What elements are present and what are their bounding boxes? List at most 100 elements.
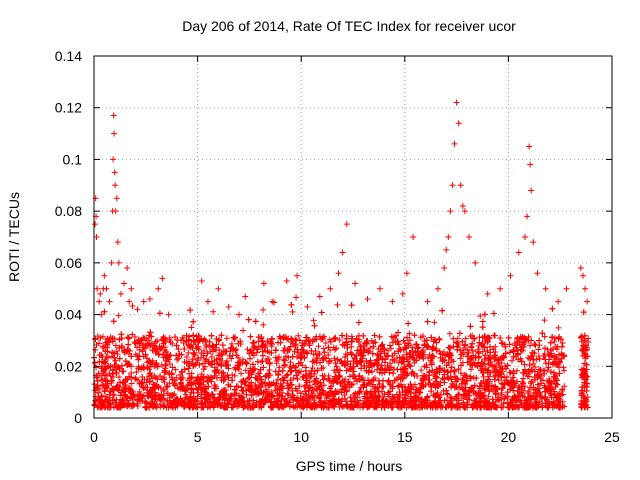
data-point [379, 383, 386, 390]
data-point [386, 342, 393, 349]
data-point [408, 395, 415, 402]
data-point [352, 375, 359, 382]
data-point [178, 379, 185, 386]
data-point [530, 356, 537, 363]
data-point [370, 343, 377, 350]
data-point [379, 345, 386, 352]
data-point [191, 337, 198, 344]
data-point [476, 339, 483, 346]
data-point [317, 398, 324, 405]
data-point [117, 379, 124, 386]
data-point [403, 351, 410, 358]
data-point [291, 394, 298, 401]
data-point [269, 335, 276, 342]
data-point [388, 404, 395, 411]
data-point [419, 383, 426, 390]
data-point [385, 377, 392, 384]
data-point [459, 338, 466, 345]
data-point [279, 334, 286, 341]
data-point [284, 390, 291, 397]
data-point [189, 403, 196, 410]
data-point [174, 356, 181, 363]
data-point [219, 342, 226, 349]
data-point [203, 343, 210, 350]
data-point [190, 350, 197, 357]
data-point [466, 387, 473, 394]
data-point [97, 400, 104, 407]
data-point [580, 344, 587, 351]
data-point [534, 381, 541, 388]
data-point [498, 391, 505, 398]
data-point [92, 336, 99, 343]
data-point [209, 391, 216, 398]
data-point [123, 394, 130, 401]
data-point [201, 336, 208, 343]
data-point [147, 390, 154, 397]
data-point [267, 398, 274, 405]
data-point [421, 342, 428, 349]
data-point [551, 338, 558, 345]
data-point [292, 364, 299, 371]
data-point [420, 375, 427, 382]
data-point [475, 354, 482, 361]
data-point [467, 356, 474, 363]
data-point [339, 379, 346, 386]
data-point [246, 398, 253, 405]
data-point [200, 366, 207, 373]
data-point [168, 370, 175, 377]
data-point [536, 355, 543, 362]
data-point [498, 385, 505, 392]
data-point [186, 360, 193, 367]
data-point [98, 392, 105, 399]
data-point [277, 339, 284, 346]
data-point [510, 370, 517, 377]
data-point [415, 344, 422, 351]
data-point [340, 403, 347, 410]
data-point [104, 396, 111, 403]
data-point [200, 378, 207, 385]
data-point [221, 376, 228, 383]
data-point [274, 376, 281, 383]
data-point [470, 335, 477, 342]
data-point [447, 352, 454, 359]
data-point [157, 396, 164, 403]
data-point [367, 345, 374, 352]
data-point [289, 353, 296, 360]
data-point [416, 389, 423, 396]
data-point [374, 366, 381, 373]
data-point [294, 387, 301, 394]
data-point [331, 373, 338, 380]
data-point [155, 383, 162, 390]
data-point [406, 330, 413, 337]
data-point [320, 345, 327, 352]
data-point [371, 332, 378, 339]
data-point [533, 387, 540, 394]
data-point [530, 360, 537, 367]
data-point [206, 338, 213, 345]
data-point [223, 348, 230, 355]
data-point [487, 358, 494, 365]
data-point [282, 361, 289, 368]
data-point [158, 345, 165, 352]
data-point [267, 339, 274, 346]
data-point [263, 386, 270, 393]
data-point [283, 353, 290, 360]
data-point [308, 389, 315, 396]
data-point [209, 343, 216, 350]
data-point [350, 358, 357, 365]
data-point [431, 399, 438, 406]
data-point [94, 377, 101, 384]
data-point [231, 335, 238, 342]
data-point [115, 312, 122, 319]
data-point [99, 381, 106, 388]
data-point [395, 394, 402, 401]
data-point [451, 373, 458, 380]
data-point [479, 324, 486, 331]
data-point [485, 386, 492, 393]
data-points [91, 99, 592, 411]
data-point [495, 377, 502, 384]
data-point [139, 373, 146, 380]
data-point [176, 371, 183, 378]
data-point [213, 368, 220, 375]
data-point [461, 401, 468, 408]
